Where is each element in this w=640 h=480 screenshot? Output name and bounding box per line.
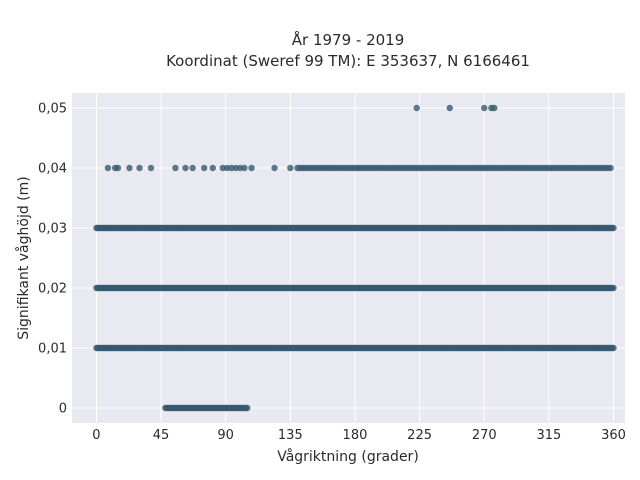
plot-background: [72, 93, 625, 423]
data-point: [610, 284, 617, 292]
y-axis-label: Signifikant våghöjd (m): [15, 176, 32, 339]
data-point: [287, 164, 294, 172]
y-tick-label: 0: [59, 402, 67, 417]
x-tick-label: 0: [92, 428, 100, 443]
data-point: [481, 104, 488, 112]
x-axis-label: Vågriktning (grader): [277, 448, 419, 465]
x-tick-label: 315: [536, 428, 561, 443]
y-tick-label: 0,05: [38, 102, 67, 117]
y-axis-ticks: 0 0,01 0,02 0,03 0,04 0,05: [38, 102, 67, 417]
data-point: [446, 104, 453, 112]
data-points: [93, 104, 617, 412]
y-tick-label: 0,03: [38, 222, 67, 237]
x-tick-label: 45: [153, 428, 170, 443]
x-tick-label: 225: [407, 428, 432, 443]
data-point: [248, 164, 255, 172]
data-point: [104, 164, 112, 172]
data-point: [413, 104, 420, 112]
chart-title-line1: År 1979 - 2019: [292, 30, 405, 49]
data-point: [200, 164, 208, 172]
x-tick-label: 180: [343, 428, 368, 443]
data-point: [126, 164, 133, 172]
data-point: [147, 164, 155, 172]
x-tick-label: 135: [278, 428, 303, 443]
data-point: [607, 164, 614, 172]
data-point: [271, 164, 278, 172]
y-tick-label: 0,04: [38, 162, 67, 177]
x-tick-label: 360: [601, 428, 626, 443]
data-point: [241, 164, 248, 172]
x-tick-label: 270: [472, 428, 497, 443]
x-axis-ticks: 0 45 90 135 180 225 270 315 360: [92, 428, 626, 443]
y-tick-label: 0,02: [38, 282, 67, 297]
data-point: [610, 224, 617, 232]
data-point: [182, 164, 189, 172]
y-tick-label: 0,01: [38, 342, 67, 357]
data-point: [189, 164, 196, 172]
x-tick-label: 90: [217, 428, 234, 443]
data-point: [114, 164, 122, 172]
data-point: [491, 104, 498, 112]
data-point: [136, 164, 143, 172]
data-point: [244, 404, 251, 412]
data-point: [209, 164, 216, 172]
chart-title-line2: Koordinat (Sweref 99 TM): E 353637, N 61…: [166, 52, 530, 70]
data-point: [610, 344, 617, 352]
data-point: [172, 164, 179, 172]
